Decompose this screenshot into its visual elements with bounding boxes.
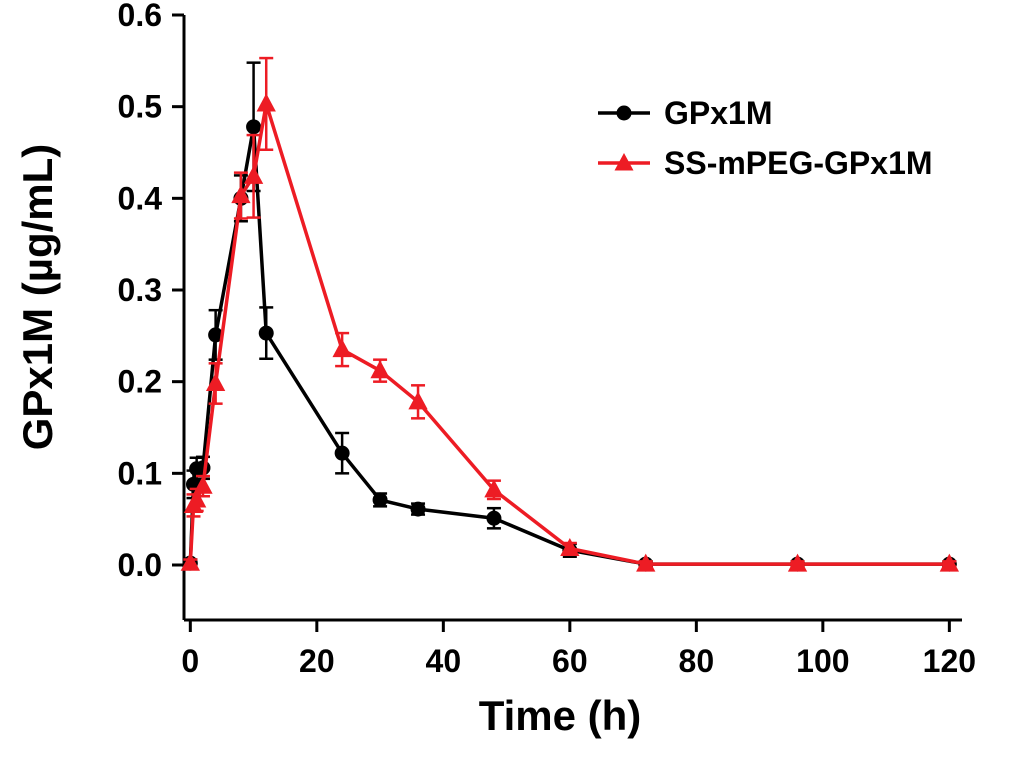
x-tick-label: 120 xyxy=(923,643,976,679)
x-tick-label: 60 xyxy=(552,643,588,679)
marker-triangle xyxy=(484,479,504,498)
y-tick-label: 0.6 xyxy=(118,0,162,33)
series-line xyxy=(188,125,952,566)
marker-circle xyxy=(334,445,350,461)
y-tick-label: 0.0 xyxy=(118,547,162,583)
legend-item-gpx1m: GPx1M xyxy=(596,88,933,138)
marker-triangle xyxy=(408,391,428,410)
marker-triangle xyxy=(370,360,390,379)
legend-label-gpx1m: GPx1M xyxy=(664,94,773,131)
legend-label-ss-mpeg-gpx1m: SS-mPEG-GPx1M xyxy=(664,144,933,181)
marker-triangle xyxy=(193,475,213,494)
marker-triangle xyxy=(256,93,276,112)
x-axis-label: Time (h) xyxy=(478,692,642,739)
x-tick-label: 100 xyxy=(796,643,849,679)
y-tick-label: 0.4 xyxy=(118,180,163,216)
marker-triangle xyxy=(787,553,808,572)
marker-triangle xyxy=(205,373,226,392)
marker-triangle xyxy=(636,553,656,572)
marker-circle xyxy=(410,501,426,517)
marker-triangle xyxy=(332,339,352,358)
legend: GPx1M SS-mPEG-GPx1M xyxy=(596,88,933,188)
x-tick-label: 80 xyxy=(679,643,715,679)
marker-triangle xyxy=(939,553,960,572)
marker-triangle xyxy=(231,185,251,204)
y-tick-label: 0.2 xyxy=(118,364,162,400)
x-tick-label: 20 xyxy=(299,643,335,679)
y-axis-label: GPx1M (µg/mL) xyxy=(14,143,61,451)
marker-circle xyxy=(486,510,502,526)
y-tick-label: 0.3 xyxy=(118,272,162,308)
legend-marker-circle-icon xyxy=(598,105,650,121)
marker-circle xyxy=(208,327,224,343)
y-tick-label: 0.5 xyxy=(118,89,162,125)
marker-triangle xyxy=(186,489,207,508)
legend-marker-triangle-icon xyxy=(598,153,650,171)
x-tick-label: 0 xyxy=(181,643,199,679)
marker-circle xyxy=(258,325,274,341)
marker-triangle xyxy=(243,165,264,184)
marker-triangle xyxy=(560,538,580,557)
legend-item-ss-mpeg-gpx1m: SS-mPEG-GPx1M xyxy=(596,138,933,188)
marker-triangle xyxy=(180,552,200,571)
marker-circle xyxy=(372,492,388,508)
y-tick-label: 0.1 xyxy=(118,455,162,491)
series-SS-mPEG-GPx1M xyxy=(180,56,960,572)
x-tick-label: 40 xyxy=(426,643,462,679)
marker-circle xyxy=(246,119,262,135)
